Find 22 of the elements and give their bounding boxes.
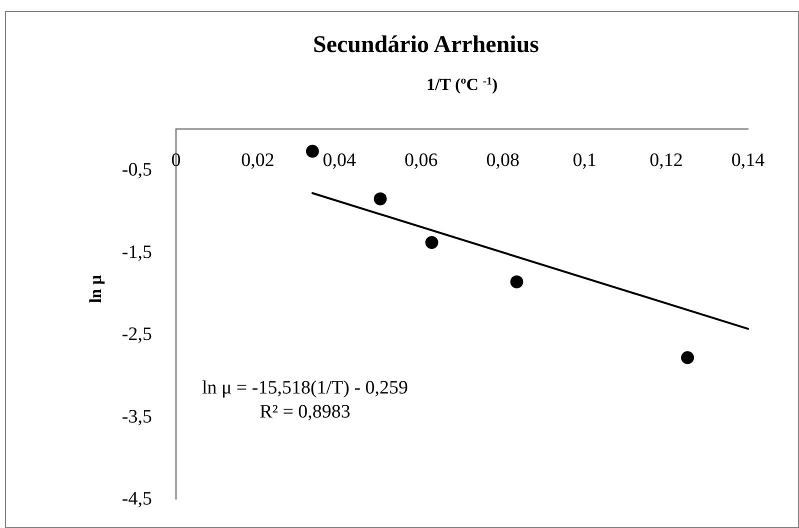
- point: [425, 236, 438, 249]
- y-axis-title: ln μ: [86, 274, 105, 304]
- x-tick-label: 0,14: [731, 150, 766, 171]
- x-tick-label: 0,1: [572, 150, 596, 171]
- x-tick-label: 0: [171, 150, 181, 171]
- x-tick-label: 0,12: [650, 150, 683, 171]
- chart-title: Secundário Arrhenius: [312, 32, 540, 58]
- annotation: R² = 0,8983: [260, 402, 350, 422]
- point: [306, 144, 319, 158]
- x-tick-label: 0,04: [322, 150, 357, 171]
- y-tick-label: -1,5: [122, 242, 152, 263]
- point: [510, 275, 524, 288]
- annotation: ln μ = -15,518(1/T) - 0,259: [202, 378, 408, 398]
- x-tick-label: 0,06: [404, 150, 438, 171]
- x-tick-label: 0,02: [241, 150, 274, 171]
- point: [681, 351, 694, 364]
- y-tick-label: -3,5: [122, 406, 152, 428]
- x-tick-label: 0,08: [486, 150, 520, 171]
- point: [374, 192, 387, 206]
- y-tick-label: -2,5: [122, 324, 152, 346]
- y-tick-label: -0,5: [122, 160, 152, 181]
- y-tick-label: -4,5: [122, 488, 152, 510]
